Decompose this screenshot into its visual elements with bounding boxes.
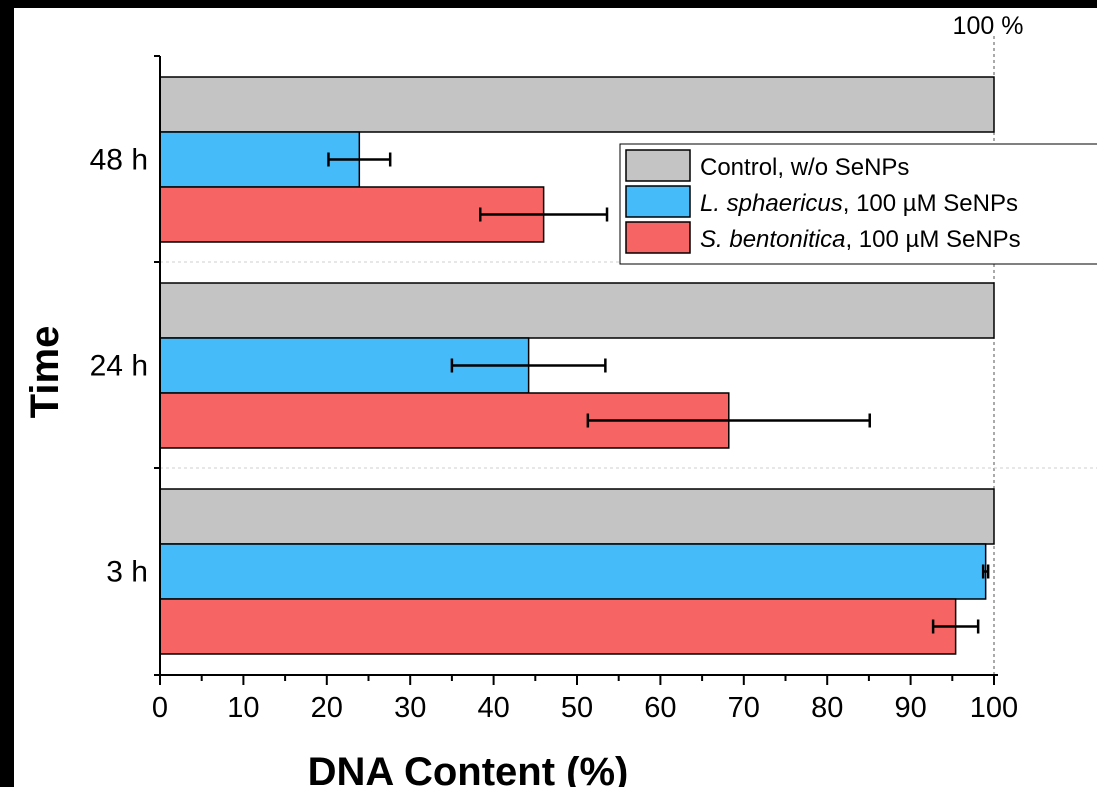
bar-3h-series-2 xyxy=(159,598,957,655)
legend-label-1: L. sphaericus, 100 µM SeNPs xyxy=(700,190,1018,217)
error-bar-24h-series-1 xyxy=(450,358,607,373)
x-tick-label: 10 xyxy=(227,692,259,724)
bar-48h-series-0 xyxy=(159,76,995,133)
bar-3h-series-1 xyxy=(159,543,987,600)
y-tick-label: 48 h xyxy=(90,144,148,177)
y-axis-title: Time xyxy=(23,326,67,419)
bar-chart: 100 % 0 10 20 30 40 50 60 70 80 90 100 3 h 24 h 48 h D… xyxy=(23,12,1097,787)
legend-swatch-2 xyxy=(625,221,691,254)
legend-box xyxy=(619,143,1097,265)
x-tick-label: 100 xyxy=(970,692,1018,724)
error-bar-3h-series-1 xyxy=(981,564,990,579)
y-tick-label: 24 h xyxy=(90,350,148,383)
bar-3h-series-0 xyxy=(159,488,995,545)
x-tick-label: 70 xyxy=(728,692,760,724)
x-tick-label: 30 xyxy=(394,692,426,724)
legend-swatch-0 xyxy=(625,149,691,182)
x-tick-label: 60 xyxy=(644,692,676,724)
x-axis-title: DNA Content (%) xyxy=(308,750,629,787)
error-bar-48h-series-1 xyxy=(327,152,392,167)
x-tick-label: 40 xyxy=(477,692,509,724)
chart-panel: 100 % 0 10 20 30 40 50 60 70 80 90 100 3 h 24 h 48 h D… xyxy=(14,8,1097,787)
legend-label-0: Control, w/o SeNPs xyxy=(700,154,909,181)
x-tick-label: 80 xyxy=(811,692,843,724)
x-tick-label: 90 xyxy=(894,692,926,724)
error-bar-48h-series-2 xyxy=(479,207,609,222)
x-tick-label: 0 xyxy=(152,692,168,724)
error-bar-3h-series-2 xyxy=(931,619,980,634)
x-tick-label: 20 xyxy=(311,692,343,724)
error-bar-24h-series-2 xyxy=(586,413,871,428)
x-tick-label: 50 xyxy=(561,692,593,724)
reference-line-label: 100 % xyxy=(953,12,1024,40)
legend-swatch-1 xyxy=(625,185,691,218)
legend-label-2: S. bentonitica, 100 µM SeNPs xyxy=(700,226,1021,253)
bar-24h-series-0 xyxy=(159,282,995,339)
y-tick-label: 3 h xyxy=(106,556,148,589)
